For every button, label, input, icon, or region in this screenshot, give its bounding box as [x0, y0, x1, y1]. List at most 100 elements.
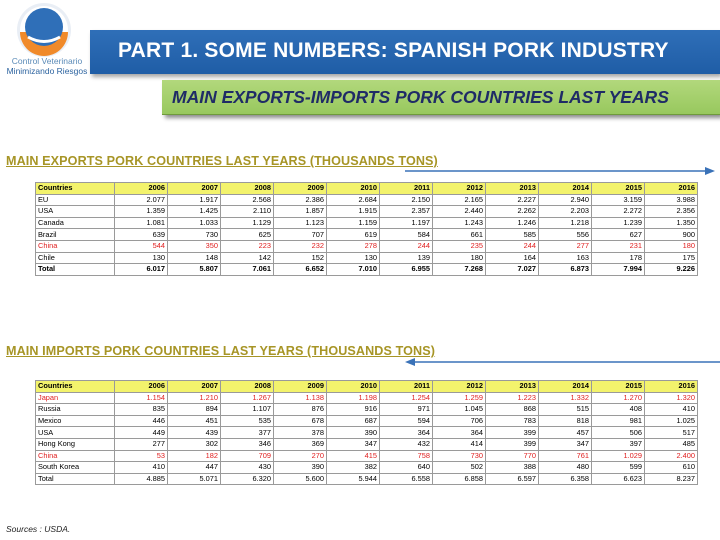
sources-note: Sources : USDA. [6, 524, 71, 534]
value-cell: 3.159 [591, 193, 645, 207]
value-cell: 369 [273, 437, 327, 451]
table-header-row: Countries 2006 2007 2008 2009 2010 2011 2012 201… [35, 380, 698, 393]
value-cell: 175 [644, 251, 698, 265]
value-cell: 835 [114, 403, 168, 416]
value-cell: 599 [591, 461, 645, 474]
logo-emblem-icon [17, 3, 71, 57]
logo: Control Veterinario Minimizando Riesgos [4, 2, 87, 80]
value-cell: 223 [220, 239, 274, 253]
value-cell: 585 [485, 228, 539, 241]
country-cell: EU [35, 193, 115, 207]
value-cell: 3.988 [644, 193, 698, 207]
value-cell: 430 [220, 461, 274, 474]
value-cell: 709 [220, 449, 274, 463]
value-cell: 584 [379, 228, 433, 241]
value-cell: 876 [273, 403, 327, 416]
value-cell: 2.165 [432, 193, 486, 207]
value-cell: 178 [591, 251, 645, 265]
value-cell: 232 [273, 239, 327, 253]
value-cell: 410 [114, 461, 168, 474]
value-cell: 678 [273, 414, 327, 428]
value-cell: 625 [220, 228, 274, 241]
value-cell: 1.129 [220, 216, 274, 230]
table-row: Brazil 639 730 625 707 619 584 661 585 556 627 900 [35, 228, 698, 241]
value-cell: 390 [326, 426, 380, 439]
value-cell: 139 [379, 251, 433, 265]
column-header: 2015 [591, 380, 645, 393]
value-cell: 388 [485, 461, 539, 474]
imports-table: Countries 2006 2007 2008 2009 2010 2011 2012 201… [35, 380, 698, 486]
value-cell: 7.061 [220, 263, 274, 276]
value-cell: 8.237 [644, 472, 698, 486]
value-cell: 235 [432, 239, 486, 253]
logo-text-line2: Minimizando Riesgos [6, 66, 88, 76]
country-cell: Total [35, 263, 115, 276]
value-cell: 5.071 [167, 472, 221, 486]
exports-table-body: Countries 2006 2007 2008 2009 2010 2011 2012 201… [35, 182, 698, 276]
table-row: Canada 1.081 1.033 1.129 1.123 1.159 1.197 1.24… [35, 216, 698, 230]
value-cell: 302 [167, 437, 221, 451]
table-row: Mexico 446 451 535 678 687 594 706 783 818 981 1.02… [35, 414, 698, 428]
value-cell: 1.045 [432, 403, 486, 416]
value-cell: 1.350 [644, 216, 698, 230]
table-row: USA 449 439 377 378 390 364 364 399 457 506 517 [35, 426, 698, 439]
value-cell: 4.885 [114, 472, 168, 486]
value-cell: 1.857 [273, 205, 327, 218]
column-header: 2010 [326, 182, 380, 195]
value-cell: 5.944 [326, 472, 380, 486]
column-header: 2007 [167, 380, 221, 393]
column-header: 2006 [114, 380, 168, 393]
value-cell: 446 [114, 414, 168, 428]
value-cell: 390 [273, 461, 327, 474]
table-row: EU 2.077 1.917 2.568 2.386 2.684 2.150 2.165 2.2… [35, 193, 698, 207]
value-cell: 6.858 [432, 472, 486, 486]
subtitle-banner: MAIN EXPORTS-IMPORTS PORK COUNTRIES LAST… [162, 80, 720, 115]
value-cell: 6.320 [220, 472, 274, 486]
value-cell: 1.270 [591, 391, 645, 405]
title-banner: PART 1. SOME NUMBERS: SPANISH PORK INDUS… [90, 30, 720, 74]
value-cell: 758 [379, 449, 433, 463]
value-cell: 347 [538, 437, 592, 451]
value-cell: 2.272 [591, 205, 645, 218]
column-header: 2012 [432, 182, 486, 195]
table-row: USA 1.359 1.425 2.110 1.857 1.915 2.357 2.440 2.… [35, 205, 698, 218]
column-header: 2013 [485, 182, 539, 195]
value-cell: 783 [485, 414, 539, 428]
value-cell: 480 [538, 461, 592, 474]
value-cell: 594 [379, 414, 433, 428]
table-row: China 544 350 223 232 278 244 235 244 277 231 180 [35, 239, 698, 253]
value-cell: 9.226 [644, 263, 698, 276]
value-cell: 163 [538, 251, 592, 265]
value-cell: 894 [167, 403, 221, 416]
value-cell: 544 [114, 239, 168, 253]
value-cell: 730 [167, 228, 221, 241]
column-header: 2013 [485, 380, 539, 393]
country-cell: Total [35, 472, 115, 486]
value-cell: 6.017 [114, 263, 168, 276]
value-cell: 2.110 [220, 205, 274, 218]
value-cell: 556 [538, 228, 592, 241]
column-header: 2006 [114, 182, 168, 195]
column-header: 2011 [379, 380, 433, 393]
imports-heading: MAIN IMPORTS PORK COUNTRIES LAST YEARS (… [6, 344, 436, 358]
value-cell: 1.320 [644, 391, 698, 405]
value-cell: 364 [432, 426, 486, 439]
value-cell: 270 [273, 449, 327, 463]
column-header: Countries [35, 182, 115, 195]
value-cell: 1.107 [220, 403, 274, 416]
value-cell: 1.246 [485, 216, 539, 230]
value-cell: 278 [326, 239, 380, 253]
value-cell: 971 [379, 403, 433, 416]
value-cell: 2.684 [326, 193, 380, 207]
country-cell: China [35, 239, 115, 253]
value-cell: 535 [220, 414, 274, 428]
value-cell: 6.652 [273, 263, 327, 276]
value-cell: 706 [432, 414, 486, 428]
value-cell: 378 [273, 426, 327, 439]
table-row: Hong Kong 277 302 346 369 347 432 414 399 347 397 4… [35, 437, 698, 451]
column-header: 2010 [326, 380, 380, 393]
value-cell: 5.600 [273, 472, 327, 486]
value-cell: 515 [538, 403, 592, 416]
value-cell: 506 [591, 426, 645, 439]
table-row: China 53 182 709 270 415 758 730 770 761 1.029 2.40… [35, 449, 698, 463]
